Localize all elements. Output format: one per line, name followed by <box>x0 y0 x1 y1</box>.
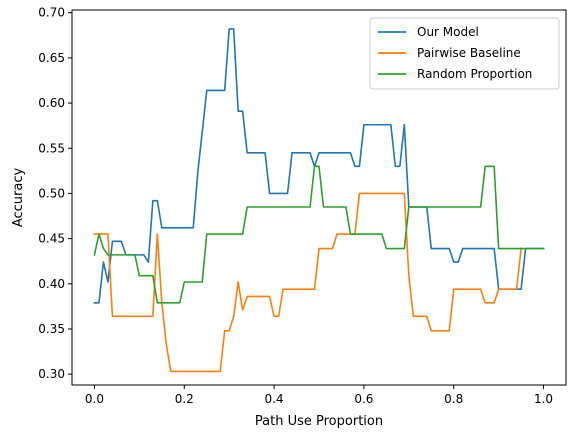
y-tick-label: 0.35 <box>38 322 65 336</box>
y-axis-label: Accuracy <box>11 168 26 228</box>
x-axis: 0.0 0.2 0.4 0.6 0.8 1.0 <box>85 385 553 406</box>
legend-box <box>369 17 560 90</box>
legend-items: Our Model Pairwise Baseline Random Proport… <box>378 25 532 81</box>
x-tick-label: 0.2 <box>175 392 194 406</box>
x-axis-label: Path Use Proportion <box>255 414 383 429</box>
series-line-0 <box>93 28 545 304</box>
plot-area <box>93 28 545 373</box>
x-tick-label: 1.0 <box>534 392 553 406</box>
x-tick-label: 0.6 <box>354 392 373 406</box>
y-tick-label: 0.70 <box>38 6 65 20</box>
axes: 0.0 0.2 0.4 0.6 0.8 1.0 0.300.350.400.450.500… <box>11 6 567 429</box>
y-tick-label: 0.55 <box>38 141 65 155</box>
series-line-1 <box>93 192 522 373</box>
x-tick-label: 0.8 <box>444 392 463 406</box>
y-tick-label: 0.50 <box>38 186 65 200</box>
y-tick-label: 0.60 <box>38 96 65 110</box>
legend-label: Pairwise Baseline <box>417 46 521 60</box>
y-tick-label: 0.40 <box>38 277 65 291</box>
x-tick-label: 0.0 <box>85 392 104 406</box>
series-line-2 <box>93 165 545 304</box>
y-axis: 0.30 0.35 0.40 0.45 0.50 0.55 0.60 0.65 0.70 <box>38 6 72 381</box>
y-tick-label: 0.45 <box>38 232 65 246</box>
x-tick-label: 0.4 <box>265 392 284 406</box>
legend-label: Random Proportion <box>417 67 532 81</box>
y-tick-label: 0.65 <box>38 51 65 65</box>
y-tick-label: 0.30 <box>38 367 65 381</box>
axes-frame <box>71 9 567 386</box>
legend-label: Our Model <box>417 25 479 39</box>
legend: Our Model Pairwise Baseline Random Proport… <box>369 17 560 90</box>
